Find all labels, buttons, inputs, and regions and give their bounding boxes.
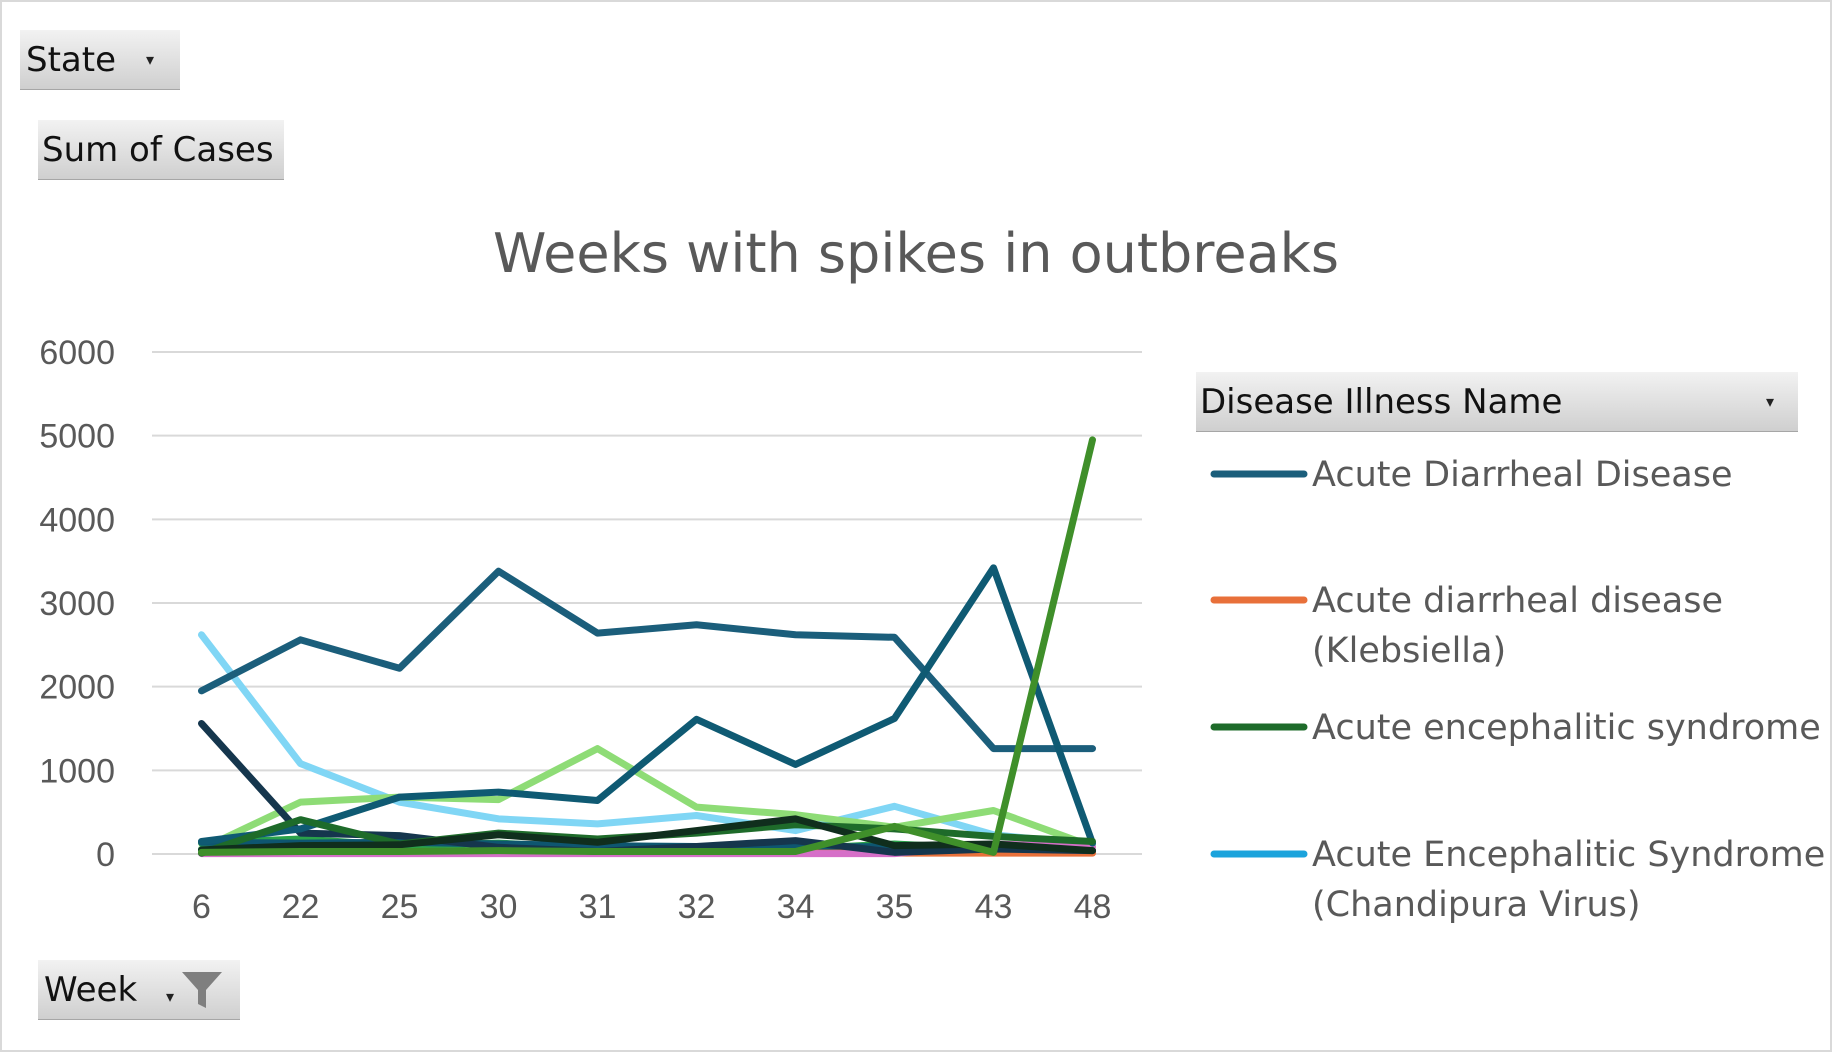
- state-filter-label: State: [26, 39, 116, 80]
- series-line-1: [198, 745, 1096, 853]
- x-tick-label: 30: [480, 888, 518, 926]
- filter-icon[interactable]: [180, 968, 224, 1012]
- axis-field-label: Week: [44, 969, 138, 1010]
- legend-entry-label: Acute diarrheal disease (Klebsiella): [1312, 581, 1723, 671]
- series-line-9: [198, 564, 1096, 847]
- y-tick-label: 2000: [39, 669, 115, 707]
- x-tick-label: 35: [876, 888, 914, 926]
- axis-dropdown-icon[interactable]: ▾: [165, 987, 174, 1006]
- x-axis-ticks: 6 22 25 30 31 32 34 35 43 48: [192, 888, 1111, 926]
- series-lines: [198, 436, 1096, 858]
- x-tick-label: 22: [282, 888, 320, 926]
- y-tick-label: 3000: [39, 585, 115, 623]
- x-tick-label: 48: [1074, 888, 1112, 926]
- x-tick-label: 25: [381, 888, 419, 926]
- legend: Acute Diarrheal Disease Acute diarrheal d…: [1210, 455, 1825, 925]
- state-dropdown-icon[interactable]: ▾: [145, 50, 154, 69]
- values-field-button[interactable]: Sum of Cases: [38, 120, 284, 180]
- x-tick-label: 34: [777, 888, 815, 926]
- legend-field-label: Disease Illness Name: [1200, 381, 1563, 422]
- series-line-8: [198, 567, 1096, 753]
- series-line-12: [198, 436, 1096, 856]
- x-tick-label: 31: [579, 888, 617, 926]
- x-tick-label: 32: [678, 888, 716, 926]
- legend-entry-label: Acute Diarrheal Disease: [1312, 455, 1732, 495]
- y-tick-label: 0: [96, 836, 115, 874]
- y-tick-label: 5000: [39, 418, 115, 456]
- chart-title: Weeks with spikes in outbreaks: [492, 222, 1340, 285]
- y-axis-ticks: 0 1000 2000 3000 4000 5000 6000: [39, 334, 115, 874]
- legend-field-button[interactable]: Disease Illness Name ▾: [1196, 372, 1798, 432]
- y-tick-label: 1000: [39, 752, 115, 790]
- x-tick-label: 6: [192, 888, 211, 926]
- axis-field-button[interactable]: Week ▾: [38, 960, 240, 1020]
- state-filter-button[interactable]: State ▾: [20, 30, 180, 90]
- x-tick-label: 43: [975, 888, 1013, 926]
- y-tick-label: 6000: [39, 334, 115, 372]
- legend-entry-label: Acute Encephalitic Syndrome (Chandipura V…: [1312, 835, 1825, 925]
- values-field-label: Sum of Cases: [42, 129, 274, 170]
- series-line-11: [198, 815, 1096, 855]
- legend-entry-label: Acute encephalitic syndrome: [1312, 708, 1821, 748]
- y-tick-label: 4000: [39, 501, 115, 539]
- legend-dropdown-icon[interactable]: ▾: [1765, 392, 1774, 411]
